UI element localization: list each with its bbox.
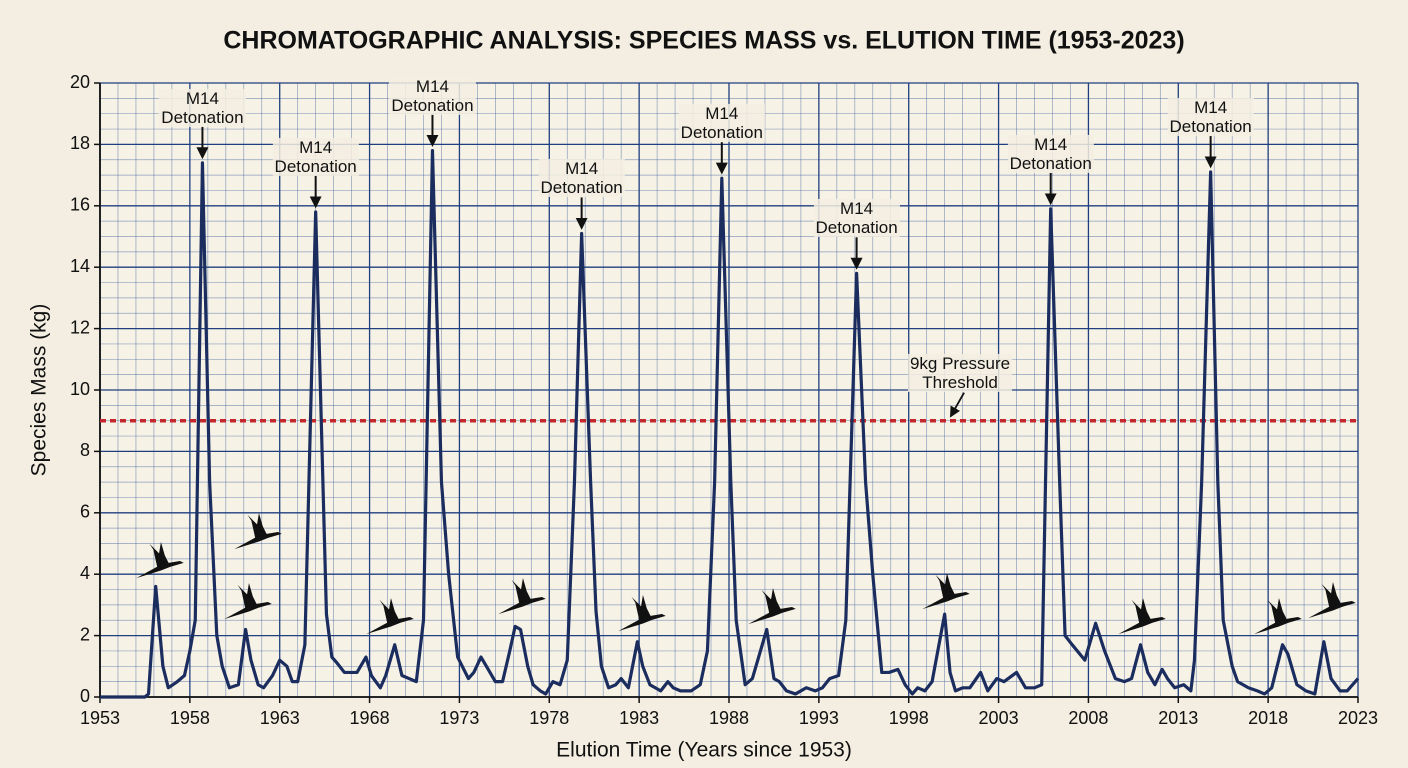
x-tick-label: 1978: [529, 708, 569, 728]
y-tick-label: 0: [80, 686, 90, 706]
y-tick-label: 12: [70, 317, 90, 337]
annotation-label: M14 Detonation: [1007, 134, 1094, 173]
data-line: [100, 148, 1360, 699]
x-tick-label: 1953: [80, 708, 120, 728]
annotation-label: M14 Detonation: [389, 76, 476, 115]
annotation-label: M14 Detonation: [813, 199, 900, 238]
threshold-label: 9kg Pressure Threshold: [907, 353, 1013, 392]
annotation-arrow: [949, 392, 965, 418]
x-tick-label: 2018: [1248, 708, 1288, 728]
y-tick-label: 4: [80, 563, 90, 583]
x-tick-label: 1988: [709, 708, 749, 728]
annotation-label: M14 Detonation: [538, 159, 625, 198]
y-tick-label: 20: [70, 72, 90, 92]
y-tick-label: 16: [70, 195, 90, 215]
y-axis-label: Species Mass (kg): [28, 304, 51, 477]
y-tick-label: 8: [80, 440, 90, 460]
x-tick-label: 2023: [1338, 708, 1378, 728]
x-tick-label: 1958: [170, 708, 210, 728]
x-tick-label: 2013: [1158, 708, 1198, 728]
y-tick-label: 18: [70, 133, 90, 153]
annotation-label: M14 Detonation: [159, 88, 246, 127]
x-tick-label: 1973: [439, 708, 479, 728]
x-tick-label: 2008: [1068, 708, 1108, 728]
x-tick-label: 1998: [889, 708, 929, 728]
annotation-label: M14 Detonation: [1167, 97, 1254, 137]
annotation-label: M14 Detonation: [678, 104, 765, 143]
x-tick-label: 1983: [619, 708, 659, 728]
y-tick-label: 14: [70, 256, 90, 276]
x-tick-label: 1963: [260, 708, 300, 728]
annotation-label: M14 Detonation: [272, 137, 359, 176]
y-tick-label: 2: [80, 624, 90, 644]
x-tick-label: 1993: [799, 708, 839, 728]
x-tick-label: 2003: [979, 708, 1019, 728]
chart-title: CHROMATOGRAPHIC ANALYSIS: SPECIES MASS v…: [223, 27, 1184, 55]
x-axis-label: Elution Time (Years since 1953): [556, 739, 852, 762]
y-tick-label: 10: [70, 379, 90, 399]
y-tick-label: 6: [80, 502, 90, 522]
x-tick-label: 1968: [350, 708, 390, 728]
